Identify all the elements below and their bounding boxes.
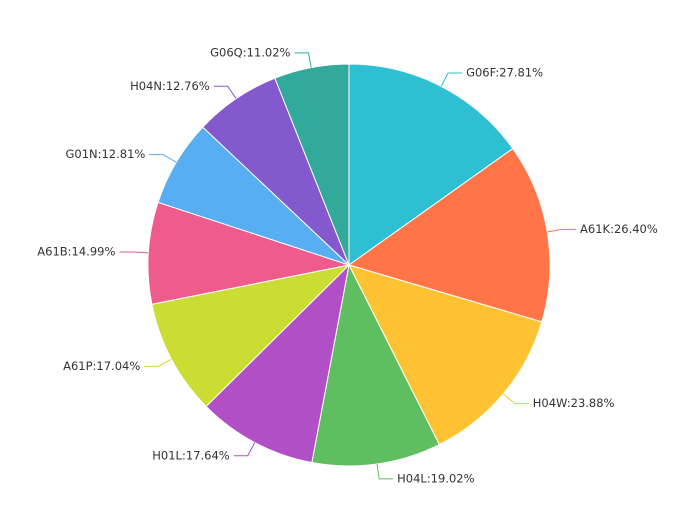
data-label: A61K:26.40%	[580, 222, 658, 236]
leader-line	[149, 154, 177, 163]
data-label: H04W:23.88%	[533, 396, 615, 410]
leader-line	[502, 393, 529, 404]
data-label: A61P:17.04%	[63, 359, 140, 373]
leader-line	[376, 463, 394, 480]
data-label: H01L:17.64%	[152, 448, 229, 462]
leader-line	[119, 251, 149, 254]
data-label: G06F:27.81%	[466, 66, 543, 80]
leader-line	[440, 72, 463, 87]
data-label: H04N:12.76%	[130, 79, 210, 93]
leader-line	[144, 358, 172, 367]
data-label: G01N:12.81%	[65, 147, 145, 161]
leader-line	[213, 85, 237, 99]
data-label: G06Q:11.02%	[210, 45, 290, 59]
pie-slice	[274, 63, 350, 266]
leader-line	[233, 442, 256, 457]
pie-slice	[348, 63, 514, 266]
leader-line	[547, 228, 577, 233]
pie-slice	[147, 201, 351, 305]
pie-slice	[311, 263, 440, 467]
data-label: A61B:14.99%	[37, 245, 115, 259]
data-label: H04L:19.02%	[397, 471, 474, 485]
pie-slice	[205, 263, 350, 464]
leader-line	[294, 52, 312, 68]
